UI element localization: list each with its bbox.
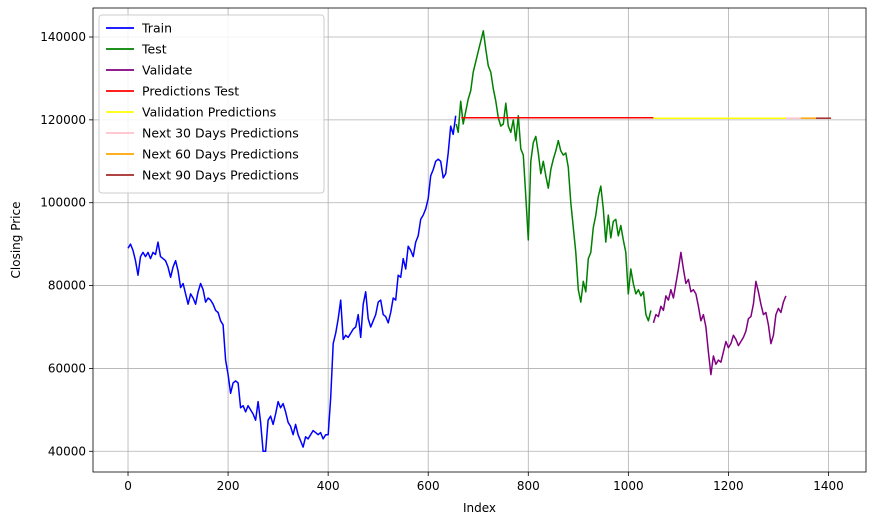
legend-label: Predictions Test <box>142 84 239 99</box>
legend-label: Test <box>141 42 167 57</box>
x-axis-title: Index <box>463 501 496 515</box>
legend-label: Train <box>141 21 172 36</box>
tick-layer: 0 200 400 600 800 1000 1200 1400 40000 60000 80000… <box>40 30 844 493</box>
x-tick-label: 400 <box>317 479 340 493</box>
legend-label: Validation Predictions <box>142 105 276 120</box>
x-tick-label: 200 <box>217 479 240 493</box>
grid-layer <box>93 8 866 472</box>
y-axis-title: Closing Price <box>9 202 23 279</box>
legend: Train Test Validate Predictions Test Validat… <box>98 14 325 194</box>
y-tick-label: 140000 <box>40 30 86 44</box>
y-tick-label: 40000 <box>48 444 86 458</box>
legend-label: Validate <box>142 63 193 78</box>
x-tick-label: 0 <box>124 479 132 493</box>
x-tick-label: 1200 <box>713 479 744 493</box>
series-line-validate <box>652 251 787 376</box>
y-tick-label: 80000 <box>48 279 86 293</box>
x-tick-label: 1400 <box>813 479 844 493</box>
series-line-train <box>127 115 457 453</box>
series-layer <box>127 30 831 453</box>
x-tick-label: 600 <box>417 479 440 493</box>
legend-label: Next 30 Days Predictions <box>142 126 299 141</box>
plot-frame <box>92 7 867 473</box>
x-tick-label: 800 <box>517 479 540 493</box>
x-tick-label: 1000 <box>613 479 644 493</box>
y-tick-label: 60000 <box>48 361 86 375</box>
legend-label: Next 60 Days Predictions <box>142 147 299 162</box>
y-tick-label: 100000 <box>40 196 86 210</box>
legend-box <box>98 14 325 194</box>
series-line-test <box>455 30 652 322</box>
y-tick-label: 120000 <box>40 113 86 127</box>
legend-label: Next 90 Days Predictions <box>142 168 299 183</box>
